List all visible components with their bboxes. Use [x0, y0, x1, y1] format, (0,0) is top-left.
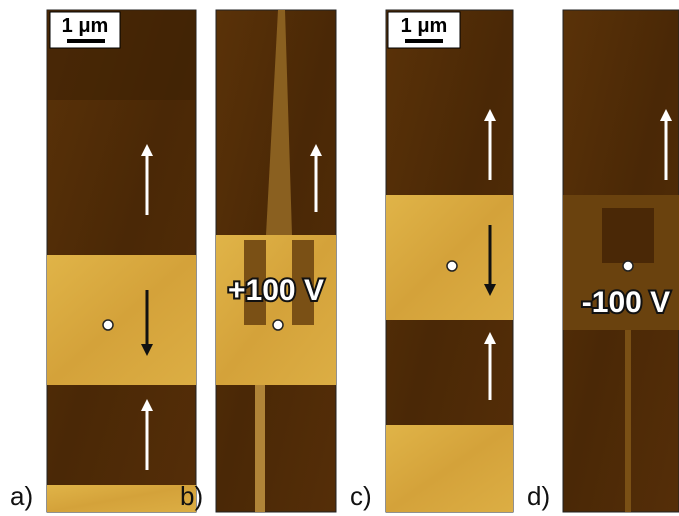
scale-bar-label: 1 μm — [401, 15, 448, 37]
voltage-label: -100 V — [582, 286, 670, 319]
domain — [47, 485, 196, 512]
streak — [255, 385, 265, 512]
tip-position — [102, 319, 114, 331]
domain — [386, 195, 513, 320]
tip-position — [272, 319, 284, 331]
panel-label: a) — [10, 481, 33, 511]
region — [602, 208, 654, 263]
domain — [47, 255, 196, 385]
domain — [216, 235, 336, 385]
tip-position — [446, 260, 458, 272]
panel-c: 1 μm c) — [350, 9, 514, 513]
panel-label: c) — [350, 481, 372, 511]
panel-a: 1 μm a) — [10, 9, 197, 513]
domain — [386, 425, 513, 512]
scale-bar-label: 1 μm — [62, 15, 109, 37]
streak — [266, 10, 292, 235]
streak — [625, 330, 631, 512]
tip-position — [622, 260, 634, 272]
voltage-label: +100 V — [228, 274, 324, 307]
panel-label: d) — [527, 481, 550, 511]
scale-bar — [67, 39, 105, 43]
panel-d: -100 V d) — [527, 9, 679, 513]
scale-bar — [405, 39, 443, 43]
region — [292, 240, 314, 325]
panel-label: b) — [180, 481, 203, 511]
panel-b: +100 V b) — [180, 9, 337, 513]
region — [244, 240, 266, 325]
